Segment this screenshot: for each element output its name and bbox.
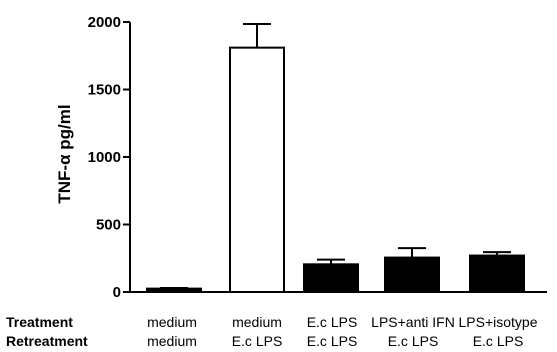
retreatment-label-1: medium [147, 333, 197, 349]
y-axis-label: TNF-α pg/ml [55, 104, 74, 203]
retreatment-label-4: E.c LPS [388, 333, 439, 349]
y-tick-label: 500 [96, 217, 121, 234]
retreatment-label-5: E.c LPS [473, 333, 524, 349]
treatment-label-3: E.c LPS [307, 314, 358, 330]
retreatment-label-3: E.c LPS [307, 333, 358, 349]
bars [146, 23, 525, 294]
labels: Treatment Retreatment medium medium medium E.… [6, 314, 538, 349]
bar-4 [384, 256, 440, 294]
bar-3 [303, 263, 359, 294]
treatment-label-2: medium [232, 314, 282, 330]
treatment-label-5: LPS+isotype [459, 314, 538, 330]
treatment-label-4: LPS+anti IFN [371, 314, 455, 330]
row-label-retreatment: Retreatment [6, 333, 88, 349]
y-tick-label: 0 [113, 284, 121, 301]
bar-5 [469, 254, 525, 294]
bar-1 [146, 287, 202, 293]
y-tick-label: 1500 [88, 82, 121, 99]
bar-2 [229, 46, 285, 294]
row-label-treatment: Treatment [6, 314, 73, 330]
treatment-label-1: medium [147, 314, 197, 330]
retreatment-label-2: E.c LPS [232, 333, 283, 349]
y-tick-label: 1000 [88, 149, 121, 166]
y-tick-label: 2000 [88, 14, 121, 31]
